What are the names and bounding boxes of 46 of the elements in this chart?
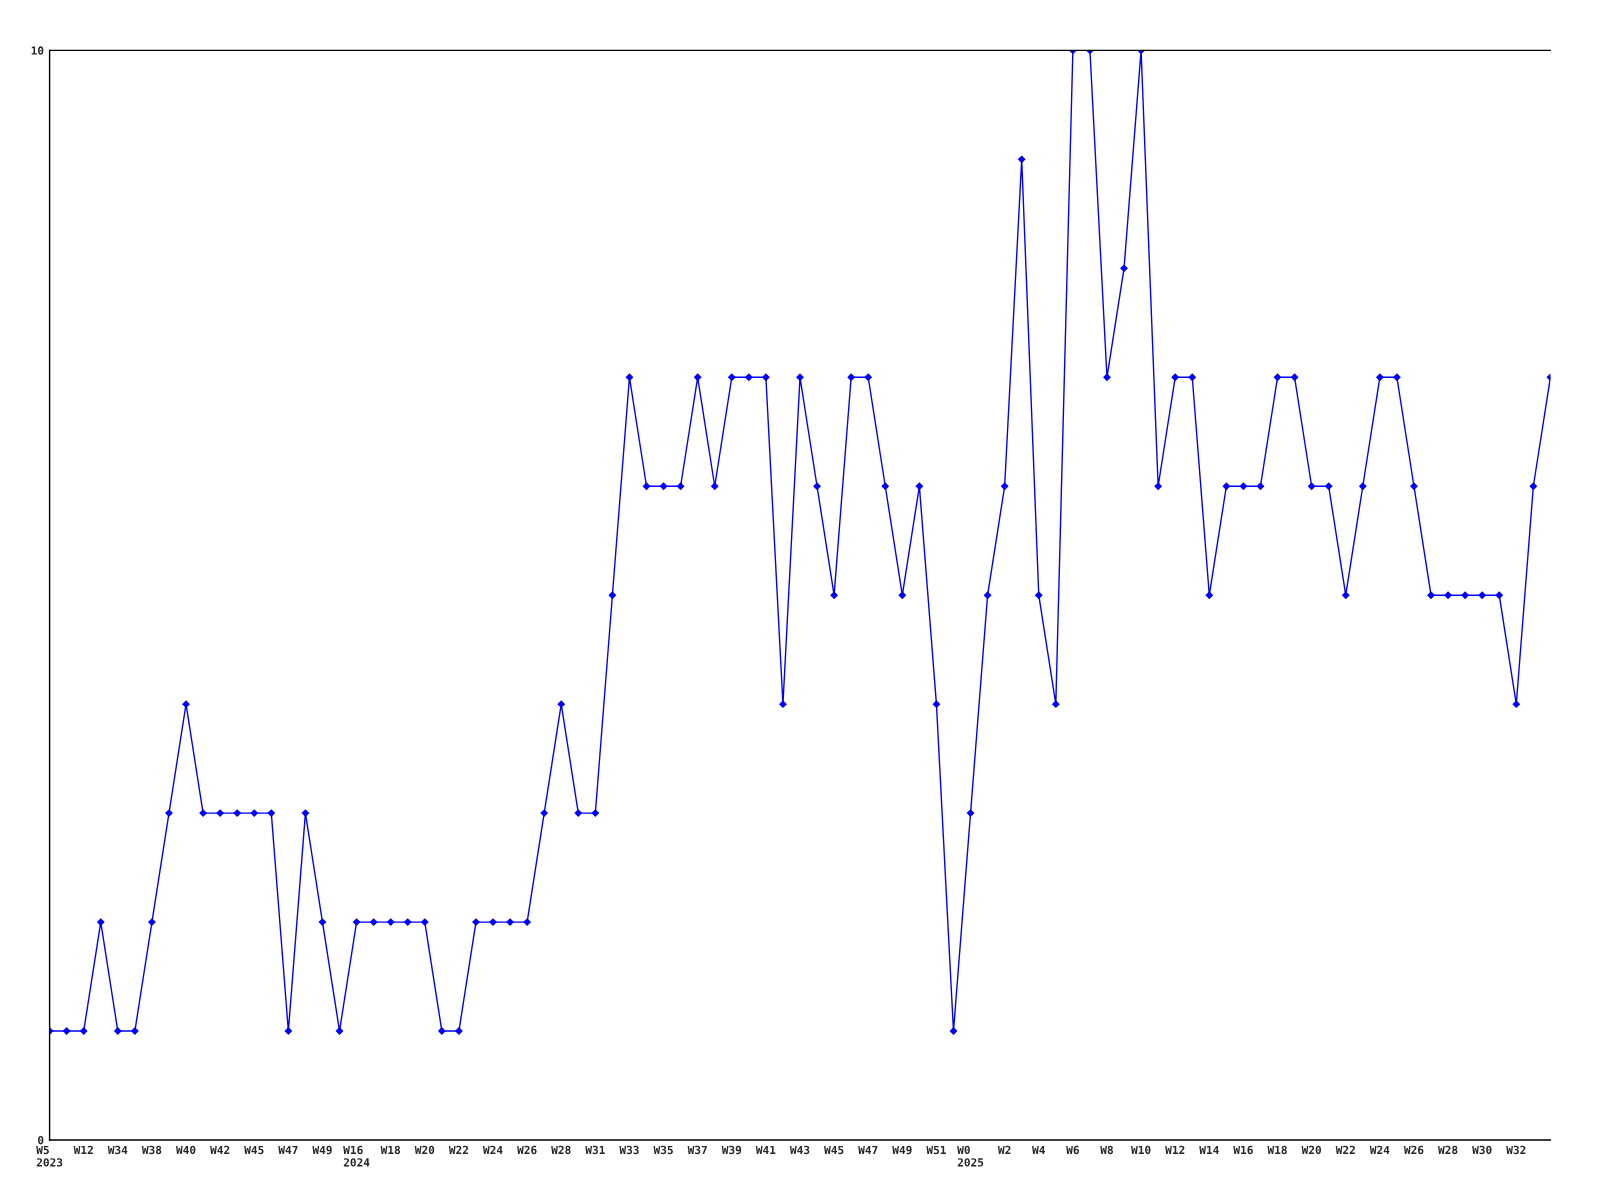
x-tick-label: W12 xyxy=(1165,1145,1185,1154)
x-tick-label: W30 xyxy=(1472,1145,1492,1155)
x-tick-label: W51 xyxy=(926,1145,946,1155)
x-tick-label: W20 xyxy=(1301,1145,1321,1155)
x-tick-label: W18 xyxy=(380,1145,401,1155)
x-tick-label: W14 xyxy=(1199,1145,1219,1154)
x-tick-label: W24 xyxy=(1369,1145,1390,1154)
x-tick-label: W49 xyxy=(312,1145,332,1155)
x-tick-label: W31 xyxy=(585,1145,605,1155)
x-tick-label: W20 xyxy=(414,1145,435,1155)
y-tick-label: 10 xyxy=(31,46,44,55)
x-tick-label: W12 xyxy=(73,1145,93,1154)
x-tick-label: W47 xyxy=(858,1145,878,1154)
x-tick-label: W45 xyxy=(244,1145,264,1155)
x-tick-label: W22 xyxy=(448,1145,469,1154)
x-tick-label: W2 xyxy=(997,1145,1011,1154)
x-tick-label: W24 xyxy=(482,1145,503,1154)
x-tick-label: W0 2025 xyxy=(957,1145,984,1167)
x-tick-label: W43 xyxy=(789,1145,810,1155)
x-tick-label: W33 xyxy=(619,1145,639,1155)
x-tick-label: W42 xyxy=(210,1145,230,1154)
x-tick-label: W18 xyxy=(1267,1145,1287,1155)
x-tick-label: W28 xyxy=(1438,1145,1458,1155)
x-tick-label: W6 xyxy=(1066,1145,1079,1155)
x-tick-label: W41 xyxy=(755,1145,776,1154)
x-tick-label: W26 xyxy=(1403,1145,1424,1155)
x-tick-label: W34 xyxy=(107,1145,128,1155)
x-tick-label: W16 xyxy=(1233,1145,1253,1155)
x-tick-label: W10 xyxy=(1131,1145,1151,1155)
x-tick-label: W22 xyxy=(1335,1145,1355,1154)
x-tick-label: W47 xyxy=(278,1145,298,1154)
x-tick-label: W40 xyxy=(176,1145,196,1155)
x-tick-label: W4 xyxy=(1032,1145,1045,1154)
x-tick-label: W5 2023 xyxy=(36,1145,63,1167)
x-tick-label: W8 xyxy=(1100,1145,1113,1155)
y-tick-label: 0 xyxy=(38,1135,44,1145)
x-tick-label: W37 xyxy=(687,1145,707,1155)
x-tick-label: W45 xyxy=(824,1145,844,1155)
x-tick-label: W49 xyxy=(892,1145,912,1155)
x-tick-label: W16 2024 xyxy=(343,1145,370,1167)
x-tick-label: W35 xyxy=(653,1145,673,1155)
x-tick-label: W39 xyxy=(721,1145,742,1155)
x-tick-label: W28 xyxy=(551,1145,571,1155)
x-tick-label: W32 xyxy=(1506,1145,1526,1155)
x-tick-label: W38 xyxy=(141,1145,162,1155)
x-tick-label: W26 xyxy=(517,1145,537,1155)
